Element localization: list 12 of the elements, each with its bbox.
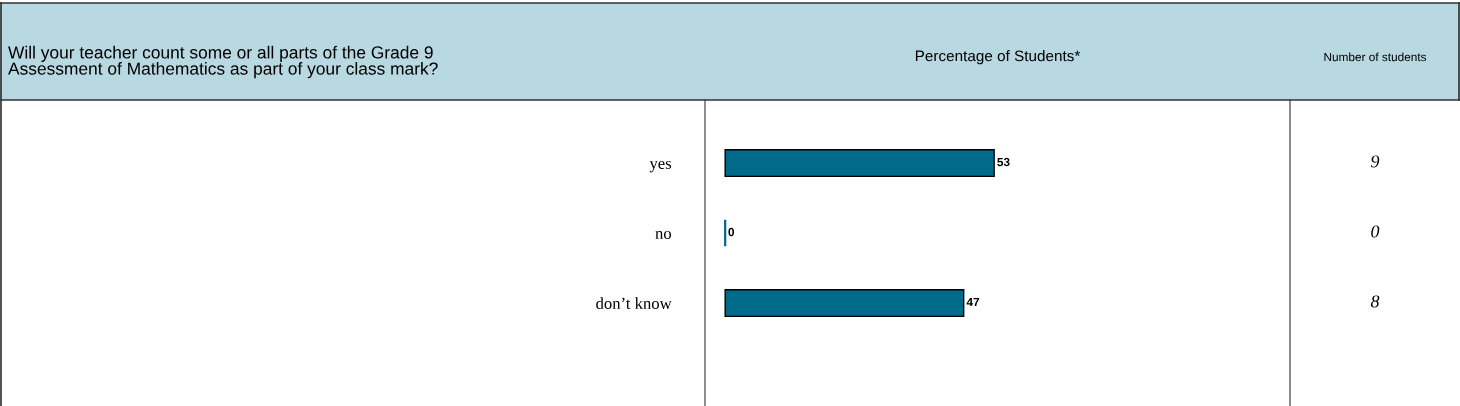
y-tick-label: no [655,230,672,239]
text: 8 [1370,295,1380,308]
y-tick-label: yes [649,160,672,173]
data-label: 53 [997,157,1010,167]
y-tick-label: don’t know [596,297,672,310]
text: Number of students [1324,52,1427,62]
text: 9 [1371,155,1380,168]
text: 0 [1371,225,1380,238]
text: Will your teacher count some or all parts of the Grade 9 Assessment of Mathematics as part of your class mark? [8,45,438,79]
data-label: 47 [966,298,980,307]
data-label: 0 [728,227,735,237]
x-axis-title: Percentage of Students* [915,50,1081,65]
